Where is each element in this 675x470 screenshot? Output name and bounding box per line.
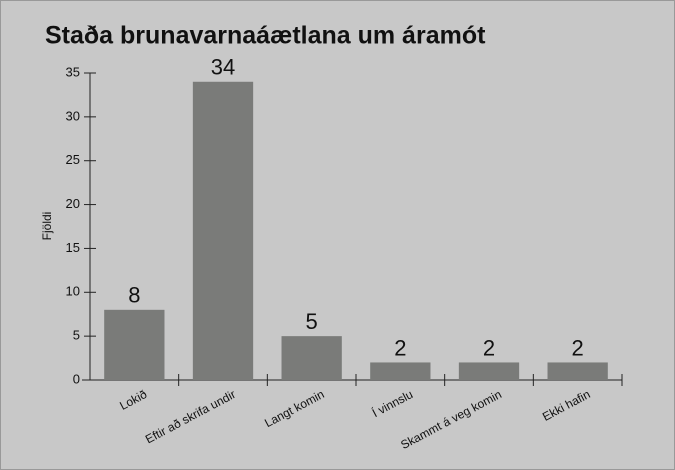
bar <box>547 362 608 380</box>
y-tick-label: 25 <box>66 152 80 167</box>
data-label: 2 <box>394 335 406 360</box>
y-axis-label: Fjöldi <box>40 212 54 241</box>
bar <box>192 81 254 381</box>
y-tick-label: 15 <box>66 240 80 255</box>
data-label: 2 <box>572 335 584 360</box>
chart-title: Staða brunavarnaáætlana um áramót <box>45 22 486 50</box>
y-tick-label: 0 <box>73 371 80 386</box>
data-label: 2 <box>483 335 495 360</box>
y-tick-label: 5 <box>73 328 80 343</box>
y-tick-label: 30 <box>66 108 80 123</box>
data-label: 8 <box>128 283 140 308</box>
bar <box>370 362 431 380</box>
data-label: 5 <box>306 309 318 334</box>
data-label: 34 <box>211 55 235 80</box>
bar <box>281 336 342 380</box>
bar <box>104 309 165 380</box>
y-tick-label: 20 <box>66 196 80 211</box>
y-tick-label: 35 <box>66 64 80 79</box>
bar <box>458 362 520 380</box>
y-tick-label: 10 <box>66 284 80 299</box>
